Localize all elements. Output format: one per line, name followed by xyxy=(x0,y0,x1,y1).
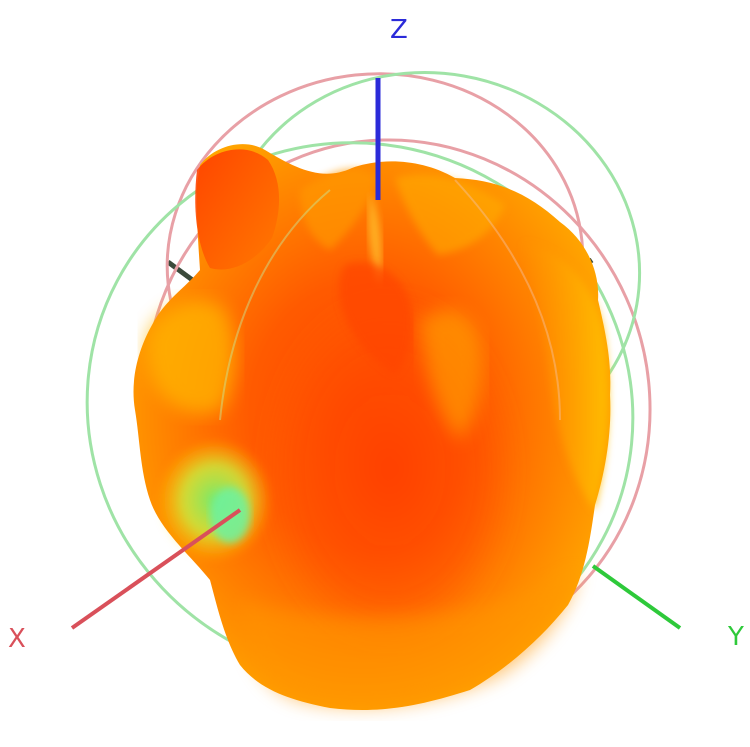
pattern-surface xyxy=(133,144,611,710)
y-axis-label: Y xyxy=(727,622,744,652)
x-axis-line xyxy=(70,508,242,630)
x-axis-label: X xyxy=(8,624,26,654)
y-axis-line xyxy=(591,564,682,630)
z-axis-label: Z xyxy=(390,15,408,45)
